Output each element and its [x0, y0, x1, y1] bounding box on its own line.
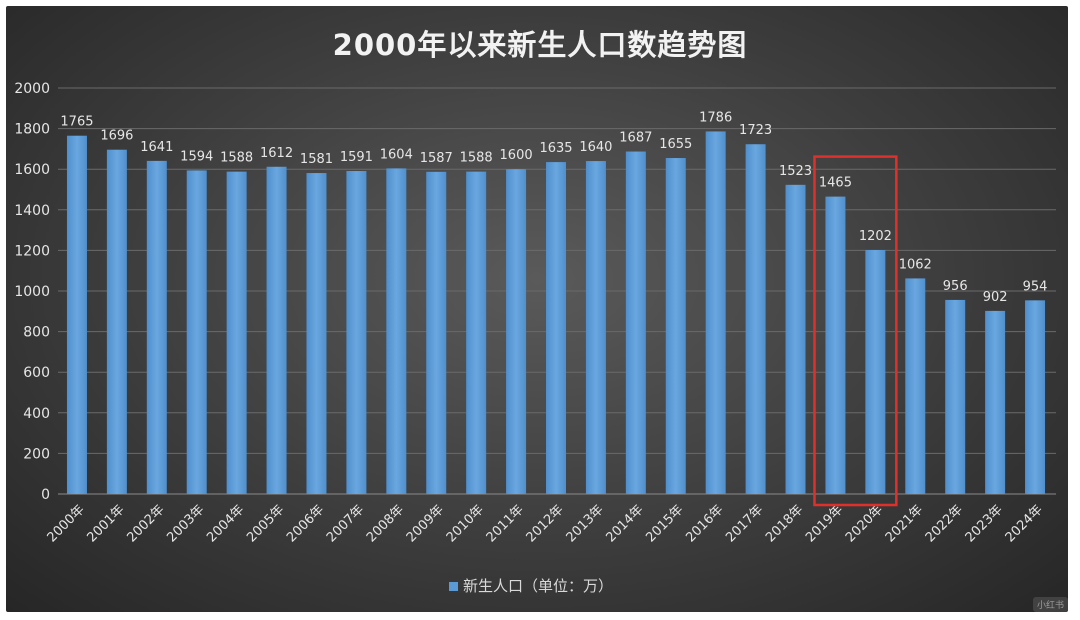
legend-swatch [449, 582, 458, 591]
data-label: 1723 [739, 123, 772, 138]
data-label: 1687 [619, 131, 652, 146]
bar [945, 299, 966, 494]
x-tick-label: 2023年 [963, 502, 1006, 545]
x-tick-label: 2022年 [923, 502, 966, 545]
data-label: 954 [1023, 279, 1048, 294]
data-label: 1696 [100, 129, 133, 144]
x-tick-label: 2015年 [643, 502, 686, 545]
chart-background [6, 6, 1068, 612]
data-label: 1588 [460, 151, 493, 166]
x-tick-label: 2024年 [1003, 502, 1046, 545]
y-tick-label: 1600 [14, 162, 50, 178]
bar [266, 166, 287, 495]
y-tick-label: 1800 [14, 122, 50, 138]
bar [546, 162, 566, 494]
data-label: 1655 [659, 137, 692, 152]
data-label: 1640 [579, 140, 612, 155]
x-tick-label: 2014年 [603, 502, 646, 545]
bar [585, 161, 606, 494]
bar [306, 173, 327, 494]
x-tick-label: 2020年 [843, 502, 886, 545]
data-label: 1635 [539, 141, 572, 156]
data-label: 1062 [899, 257, 932, 272]
x-tick-label: 2019年 [803, 502, 846, 545]
x-tick-label: 2007年 [324, 502, 367, 545]
x-tick-label: 2004年 [204, 502, 247, 545]
data-label: 1465 [819, 176, 852, 191]
y-tick-label: 800 [23, 325, 50, 341]
bar [506, 169, 527, 494]
bar [1025, 300, 1046, 494]
x-tick-label: 2021年 [883, 502, 926, 545]
data-label: 1765 [60, 115, 93, 130]
x-tick-label: 2017年 [723, 502, 766, 545]
bar [625, 151, 646, 494]
x-tick-label: 2006年 [284, 502, 327, 545]
data-label: 1641 [140, 140, 173, 155]
bar [226, 171, 247, 495]
y-tick-label: 1400 [14, 203, 50, 219]
data-label: 956 [943, 279, 968, 294]
x-tick-label: 2009年 [404, 502, 447, 545]
x-tick-label: 2005年 [244, 502, 287, 545]
data-label: 1594 [180, 149, 213, 164]
bar [865, 249, 886, 494]
data-label: 1612 [260, 146, 293, 161]
x-tick-label: 2018年 [763, 502, 806, 545]
bar [186, 170, 207, 494]
bar [66, 135, 87, 494]
data-label: 1591 [340, 150, 373, 165]
legend: 新生人口（单位：万） [449, 577, 613, 595]
x-tick-label: 2010年 [444, 502, 487, 545]
y-tick-label: 200 [23, 446, 50, 462]
x-tick-label: 2000年 [45, 502, 88, 545]
y-tick-label: 2000 [14, 81, 50, 97]
x-tick-label: 2001年 [85, 502, 128, 545]
x-tick-label: 2002年 [124, 502, 167, 545]
y-tick-label: 1200 [14, 243, 50, 259]
x-tick-label: 2003年 [164, 502, 207, 545]
bar [785, 184, 806, 494]
bar [745, 144, 766, 494]
y-tick-label: 1000 [14, 284, 50, 300]
data-label: 1587 [420, 151, 453, 166]
bar [106, 149, 127, 494]
data-label: 902 [983, 290, 1008, 305]
bar [346, 171, 367, 495]
x-tick-label: 2011年 [484, 502, 527, 545]
data-label: 1604 [380, 147, 413, 162]
highlight-box [813, 155, 898, 507]
bar [665, 158, 686, 494]
data-label: 1588 [220, 151, 253, 166]
bar [905, 278, 926, 494]
x-tick-label: 2008年 [364, 502, 407, 545]
bar [466, 171, 487, 495]
data-label: 1600 [500, 148, 533, 163]
bar [426, 171, 447, 495]
x-tick-label: 2012年 [524, 502, 567, 545]
bar [985, 310, 1006, 494]
data-label: 1786 [699, 110, 732, 125]
y-tick-label: 0 [41, 487, 50, 503]
x-tick-label: 2013年 [564, 502, 607, 545]
bar [386, 168, 407, 494]
watermark: 小红书 [1032, 597, 1068, 612]
legend-label: 新生人口（单位：万） [463, 577, 613, 595]
y-tick-label: 600 [23, 365, 50, 381]
data-label: 1581 [300, 152, 333, 167]
data-label: 1523 [779, 164, 812, 179]
x-tick-label: 2016年 [683, 502, 726, 545]
bar [825, 196, 846, 495]
bar [146, 160, 167, 494]
chart-title: 2000年以来新生人口数趋势图 [332, 28, 748, 62]
data-label: 1202 [859, 229, 892, 244]
bar [705, 131, 726, 494]
y-tick-label: 400 [23, 406, 50, 422]
